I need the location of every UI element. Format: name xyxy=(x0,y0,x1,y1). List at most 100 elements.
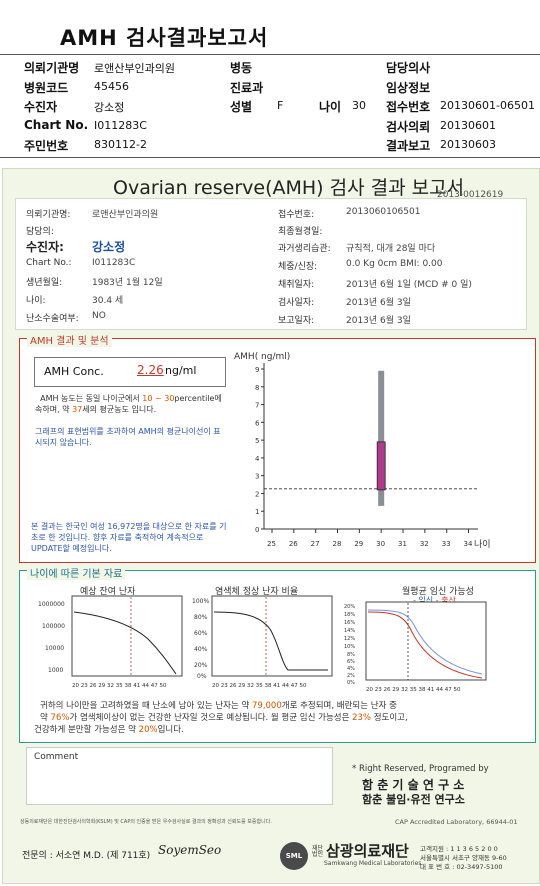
header-value: 45456 xyxy=(94,80,129,93)
header-value: 로앤산부인과의원 xyxy=(94,62,175,75)
summary-text: 입니다. xyxy=(157,725,184,735)
header-key: 임상정보 xyxy=(386,81,431,95)
info-value: 1983년 1월 12일 xyxy=(92,278,163,288)
header-key: 병동 xyxy=(230,61,253,75)
header-key: 병원코드 xyxy=(24,81,69,95)
chart-ytick-label: 6 xyxy=(255,419,260,427)
chart-ytick-label: 8 xyxy=(255,384,259,392)
mini-ytick: 10% xyxy=(344,644,355,650)
summary-text: 정도이고, xyxy=(371,713,408,723)
mini-ytick: 16% xyxy=(344,620,355,626)
mini-ytick: 2% xyxy=(347,673,355,679)
summary-pregnancy-rate: 23% xyxy=(352,713,372,723)
chart-xtick-label: 27 xyxy=(311,540,320,548)
info-key: 채취일자: xyxy=(278,280,315,290)
comment-box xyxy=(26,747,333,805)
doctor-name: 전문의 : 서소연 M.D. (제 711호) xyxy=(22,851,151,861)
chart-percentile-box xyxy=(376,441,386,491)
chart-y-ticks: 0 1 2 3 4 5 6 7 8 9 xyxy=(255,366,264,534)
amh-note: 그래프의 표현범위를 초과하여 AMH의 평균나이선이 표시되지 않습니다. xyxy=(35,427,221,447)
header-value: 20130603 xyxy=(440,138,496,151)
summary-line-3: 건강하게 분만할 가능성은 약 20%입니다. xyxy=(34,723,184,735)
chart-ytick-label: 0 xyxy=(255,526,259,534)
lab-logo: SML xyxy=(280,842,308,870)
mini-ytick: 100% xyxy=(192,598,209,605)
mini-xticks: 20 23 26 29 32 35 38 41 44 47 50 xyxy=(72,683,167,689)
chart-ytick-label: 2 xyxy=(255,490,259,498)
chart-xtick-label: 28 xyxy=(333,540,342,548)
amh-value: 2.26 xyxy=(137,363,164,377)
mini-chart-normal-eggs: 100% 80% 60% 40% 20% 0% 20 23 26 29 32 3… xyxy=(192,595,333,689)
mini-ytick: 40% xyxy=(194,646,208,653)
mini-ytick: 60% xyxy=(194,630,208,637)
mini-ytick: 0% xyxy=(197,673,207,680)
header-key: 주민번호 xyxy=(24,139,69,153)
data-footnote: 본 결과는 한국인 여성 16,972명을 대상으로 한 자료를 기초로 한 것… xyxy=(31,522,227,553)
header-value: 20130601-06501 xyxy=(440,99,535,112)
info-key: 과거생리습관: xyxy=(278,244,331,254)
header-divider xyxy=(0,157,540,158)
summary-line-1: 귀하의 나이만을 고려하였을 때 난소에 남아 있는 난자는 약 79,000개… xyxy=(40,699,397,711)
chart-xtick-label: 26 xyxy=(289,540,298,548)
header-value: 30 xyxy=(352,99,366,112)
header-key: Chart No. xyxy=(24,118,89,132)
info-value: 2013년 6월 3일 xyxy=(346,298,411,308)
report-serial: 2013-0012619 xyxy=(437,190,504,200)
info-value: 로앤산부인과의원 xyxy=(92,210,159,220)
interp-text: percentile에 속하며, 약 xyxy=(35,394,222,414)
report-title: Ovarian reserve(AMH) 검사 결과 보고서 xyxy=(113,177,465,199)
info-key: 생년월일: xyxy=(26,278,63,288)
chart-ytick-label: 1 xyxy=(255,508,259,516)
info-key: 나이: xyxy=(26,296,46,306)
chart-ytick-label: 5 xyxy=(255,437,259,445)
mini-xticks: 20 23 26 29 32 35 38 41 44 47 50 xyxy=(366,687,461,693)
patient-info-card xyxy=(15,198,527,330)
header-key: 나이 xyxy=(319,100,342,114)
info-key: 난소수술여부: xyxy=(26,314,79,324)
header-value: F xyxy=(277,99,284,112)
interp-text: 세의 평균농도 입니다. xyxy=(82,405,157,414)
info-value: NO xyxy=(92,311,106,321)
lab-badge: SML xyxy=(285,852,303,860)
mini-chart-pregnancy-rate: 20% 18% 16% 14% 12% 10% 8% 6% 4% 2% 0% 2… xyxy=(344,601,487,693)
patient-name: 강소정 xyxy=(92,240,126,254)
doctor-signature: SoyemSeo xyxy=(158,843,222,857)
mini-ytick: 20% xyxy=(344,604,355,610)
info-key: 접수번호: xyxy=(278,210,315,220)
amh-section-label: AMH 결과 및 분석 xyxy=(27,332,112,347)
lab-prefix: 재단 법인 xyxy=(312,845,324,858)
header-key: 성별 xyxy=(230,100,253,114)
chart-xlabel: 나이 xyxy=(474,539,491,550)
chart-xtick-label: 34 xyxy=(464,540,473,548)
mini-curve-birth xyxy=(367,611,483,679)
info-value: 2013년 6월 1일 (MCD # 0 일) xyxy=(346,280,472,290)
header-value: 830112-2 xyxy=(94,138,147,151)
summary-text: 약 xyxy=(40,713,51,723)
chart-xtick-label: 25 xyxy=(267,540,276,548)
summary-birth-rate: 20% xyxy=(138,725,158,735)
info-key: 체중/신장: xyxy=(278,262,318,272)
chart-ytick-label: 4 xyxy=(255,455,260,463)
header-key: 결과보고 xyxy=(386,139,431,153)
mini-chart-title: 월평균 임신 가능성 xyxy=(402,587,474,597)
mini-ytick: 10000 xyxy=(45,645,64,652)
org-name-2: 함춘 불임·유전 연구소 xyxy=(362,793,465,806)
header-key: 진료과 xyxy=(230,81,264,95)
mini-xticks: 20 23 26 29 32 35 38 41 44 47 50 xyxy=(212,683,307,689)
chart-xtick-label: 29 xyxy=(354,540,363,548)
summary-normal-rate: 76% xyxy=(50,713,70,723)
summary-text: 귀하의 나이만을 고려하였을 때 난소에 남아 있는 난자는 약 xyxy=(40,701,252,711)
mini-ytick: 8% xyxy=(347,652,355,658)
mini-ytick: 6% xyxy=(347,659,355,665)
mini-ytick: 1000 xyxy=(48,667,63,674)
comment-label: Comment xyxy=(34,752,79,762)
lab-contact: 고객지원 : 1 1 3 6 5 2 0 0 xyxy=(420,845,498,853)
mini3-legend: - 임신 - 출산 xyxy=(413,595,456,606)
info-value: 2013060106501 xyxy=(346,207,421,217)
rights-text: * Right Reserved, Programed by xyxy=(352,764,489,774)
chart-ytick-label: 7 xyxy=(255,402,259,410)
info-value: 2013년 6월 3일 xyxy=(346,316,411,326)
mini-ytick: 1000000 xyxy=(38,601,65,608)
header-key: 접수번호 xyxy=(386,100,431,114)
